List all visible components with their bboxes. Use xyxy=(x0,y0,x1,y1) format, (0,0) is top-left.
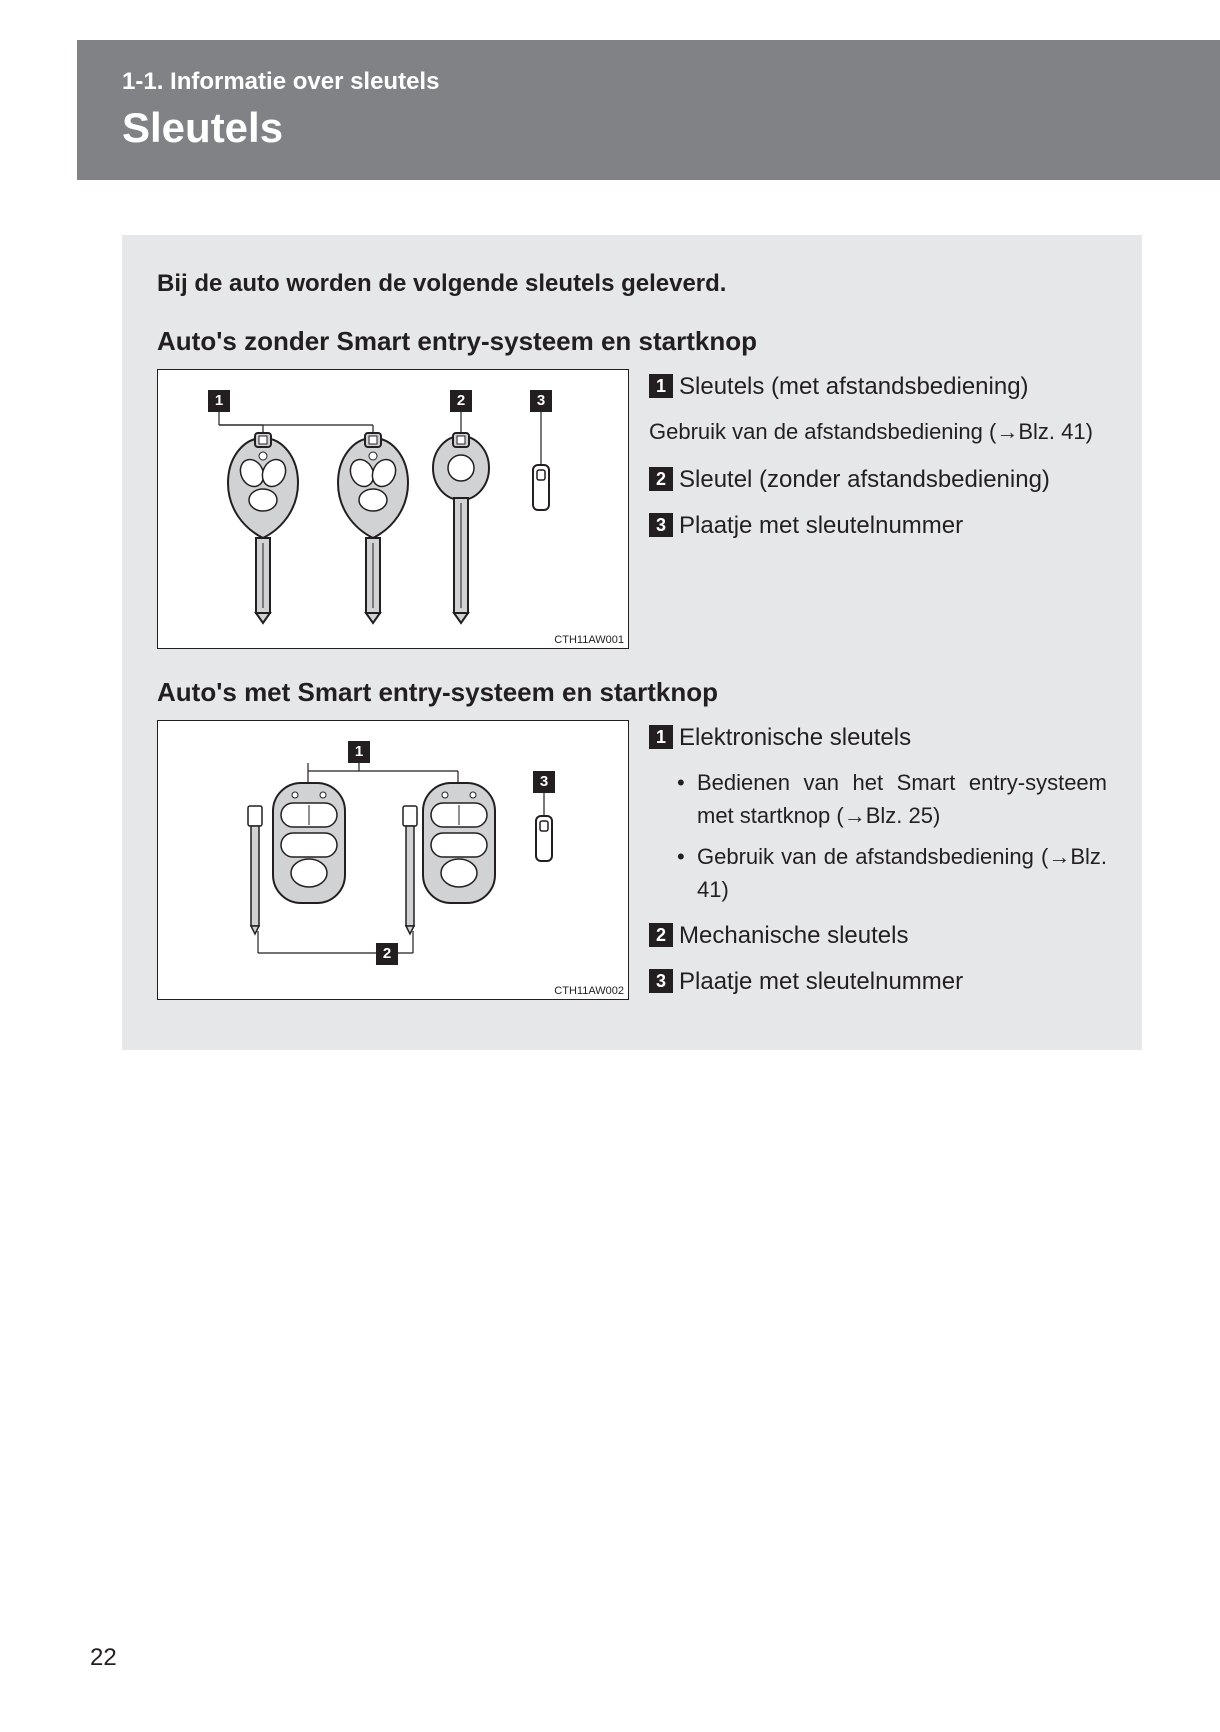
header-subtitle: 1-1. Informatie over sleutels xyxy=(122,68,1220,96)
callout-1: 1 xyxy=(208,390,230,412)
callout-2: 2 xyxy=(450,390,472,412)
section1-row: 1 2 3 xyxy=(157,369,1107,649)
badge-2: 2 xyxy=(649,467,673,491)
badge-1: 1 xyxy=(649,374,673,398)
s1-item-2-text: Sleutel (zonder afstandsbe­diening) xyxy=(679,466,1050,493)
s1-item-2: 2Sleutel (zonder afstandsbe­diening) xyxy=(649,462,1107,498)
s2-bullet-1-text: Bedienen van het Smart entry-systeem met… xyxy=(697,766,1107,832)
figure-ref-2: CTH11AW002 xyxy=(554,985,624,997)
s2-bullet-1: • Bedienen van het Smart entry-systeem m… xyxy=(677,766,1107,832)
callout-3: 3 xyxy=(530,390,552,412)
callout-s2-1: 1 xyxy=(348,741,370,763)
section2-desc: 1Elektronische sleutels • Bedienen van h… xyxy=(649,720,1107,1010)
badge-s2-2: 2 xyxy=(649,923,673,947)
header-title: Sleutels xyxy=(122,104,1220,152)
callout-s2-3: 3 xyxy=(533,771,555,793)
figure-ref-1: CTH11AW001 xyxy=(554,634,624,646)
s1-item-3-text: Plaatje met sleutelnummer xyxy=(679,512,963,539)
section2-row: 1 2 3 xyxy=(157,720,1107,1010)
s2-item-3-text: Plaatje met sleutelnummer xyxy=(679,968,963,995)
s2-item-2-text: Mechanische sleutels xyxy=(679,922,908,949)
section2-title: Auto's met Smart entry-systeem en startk… xyxy=(157,677,1107,708)
badge-s2-1: 1 xyxy=(649,725,673,749)
bullet-dot-icon: • xyxy=(677,766,697,832)
bullet-dot-icon: • xyxy=(677,840,697,906)
section1-title: Auto's zonder Smart entry-systeem en sta… xyxy=(157,326,1107,357)
s2-bullets: • Bedienen van het Smart entry-systeem m… xyxy=(677,766,1107,906)
s2-bullet-2-text: Gebruik van de afstandsbe­diening (→Blz.… xyxy=(697,840,1107,906)
badge-s2-3: 3 xyxy=(649,969,673,993)
s2-item-2: 2Mechanische sleutels xyxy=(649,918,1107,954)
intro-text: Bij de auto worden de volgende sleutels … xyxy=(157,270,1107,298)
s1-item-1: 1Sleutels (met afstandsbe­diening) xyxy=(649,369,1107,405)
page-number: 22 xyxy=(90,1644,117,1672)
section2-figure: 1 2 3 xyxy=(157,720,629,1000)
section1-desc: 1Sleutels (met afstandsbe­diening) Gebru… xyxy=(649,369,1107,649)
s2-bullet-2: • Gebruik van de afstandsbe­diening (→Bl… xyxy=(677,840,1107,906)
content-panel: Bij de auto worden de volgende sleutels … xyxy=(122,235,1142,1050)
keys-diagram-2 xyxy=(158,721,628,981)
s1-item-3: 3Plaatje met sleutelnummer xyxy=(649,508,1107,544)
s2-item-3: 3Plaatje met sleutelnummer xyxy=(649,964,1107,1000)
callout-s2-2: 2 xyxy=(376,943,398,965)
s1-item-1-text: Sleutels (met afstandsbe­diening) xyxy=(679,373,1029,400)
s1-item-1-sub: Gebruik van de afstandsbedie­ning (→Blz.… xyxy=(649,415,1107,448)
section1-figure: 1 2 3 xyxy=(157,369,629,649)
s2-item-1-text: Elektronische sleutels xyxy=(679,724,911,751)
page-header: 1-1. Informatie over sleutels Sleutels xyxy=(77,40,1220,180)
badge-3: 3 xyxy=(649,513,673,537)
s2-item-1: 1Elektronische sleutels xyxy=(649,720,1107,756)
